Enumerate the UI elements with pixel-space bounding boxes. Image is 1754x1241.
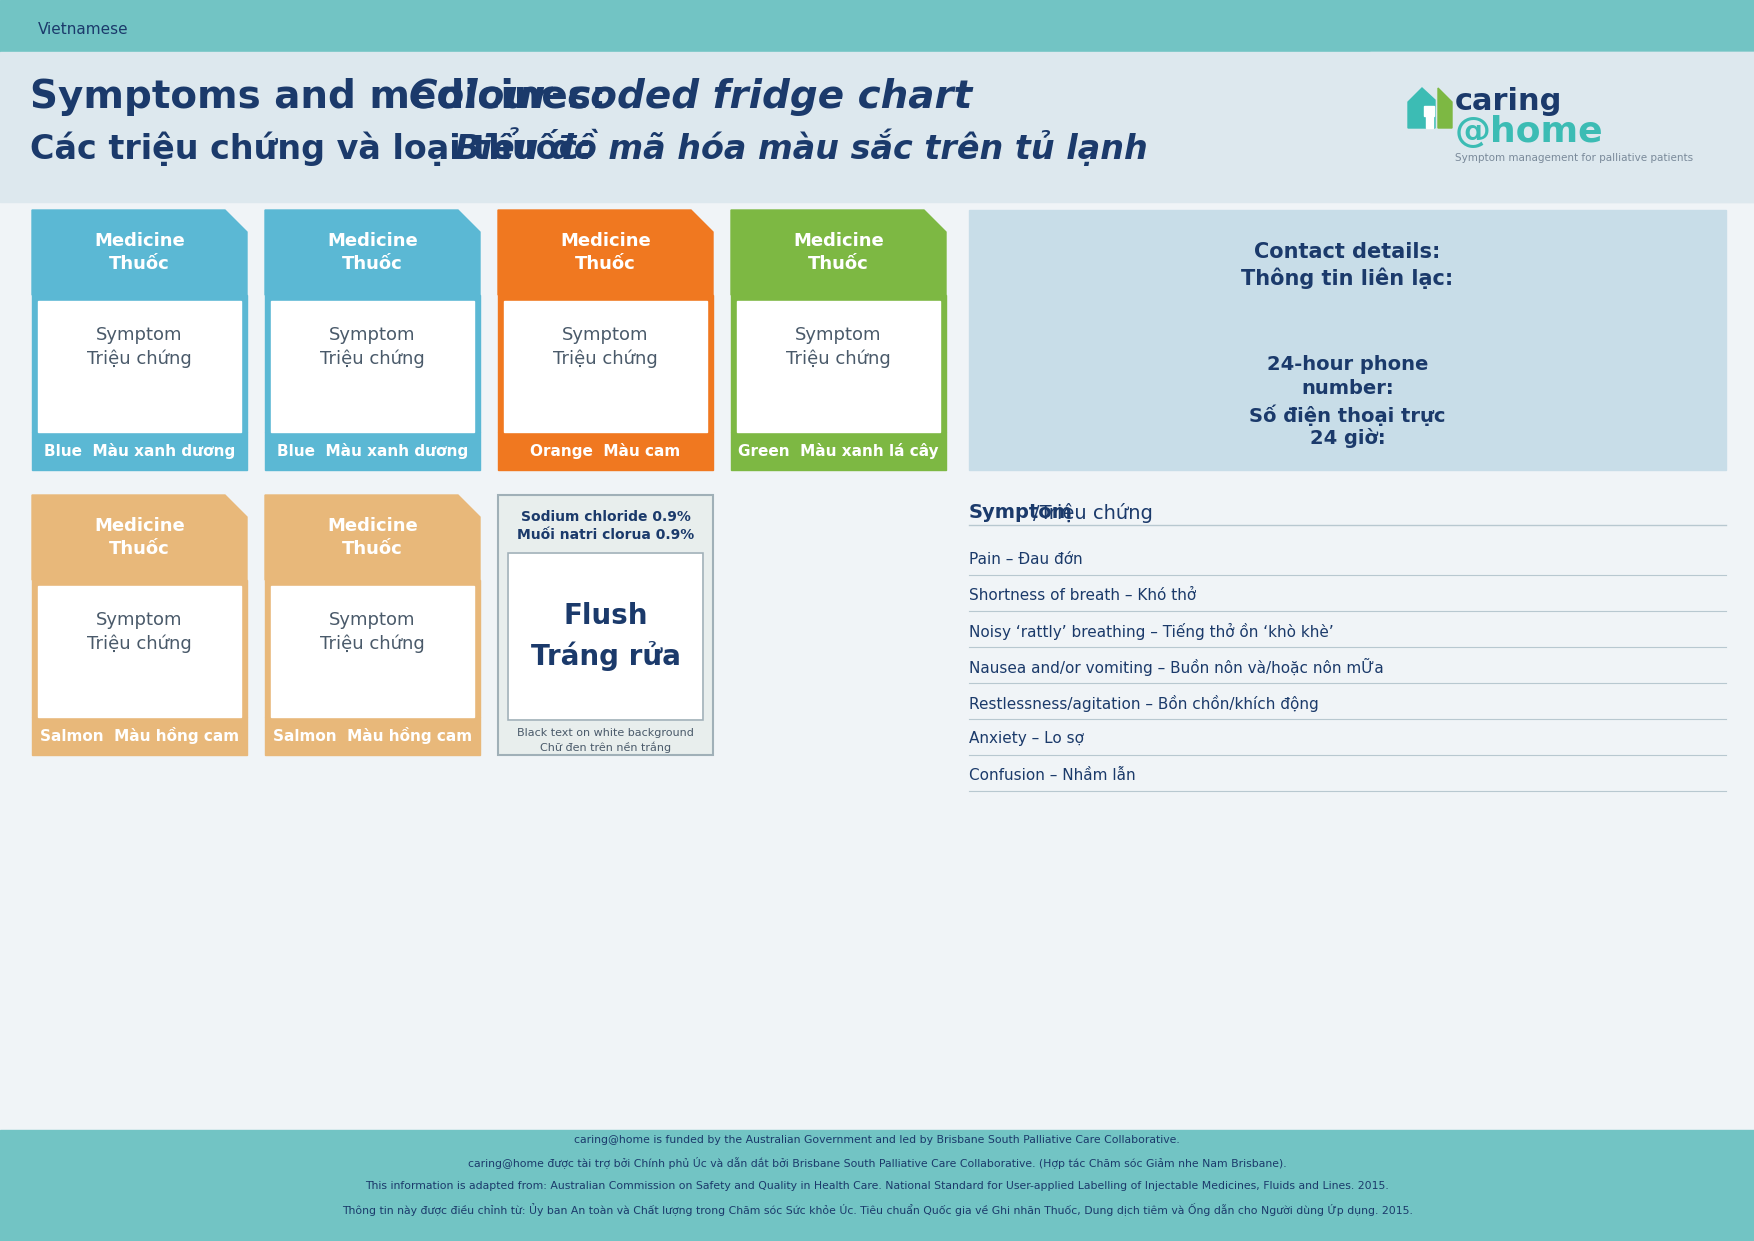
Text: Symptom
Triệu chứng: Symptom Triệu chứng	[786, 325, 891, 369]
Bar	[272, 302, 474, 432]
Text: Blue  Màu xanh dương: Blue Màu xanh dương	[277, 443, 468, 459]
Text: Anxiety – Lo sợ: Anxiety – Lo sợ	[968, 731, 1084, 747]
Text: Số điện thoại trực: Số điện thoại trực	[1249, 405, 1445, 426]
Text: Medicine
Thuốc: Medicine Thuốc	[95, 516, 184, 558]
Bar	[265, 432, 481, 470]
Text: Medicine
Thuốc: Medicine Thuốc	[328, 232, 417, 273]
Bar	[265, 295, 481, 432]
Text: 24 giờ:: 24 giờ:	[1310, 428, 1386, 448]
Polygon shape	[32, 495, 247, 580]
Polygon shape	[731, 210, 945, 295]
Text: Biểu đồ mã hóa màu sắc trên tủ lạnh: Biểu đồ mã hóa màu sắc trên tủ lạnh	[454, 128, 1147, 166]
Polygon shape	[1408, 88, 1435, 128]
Text: Symptom: Symptom	[968, 504, 1073, 522]
Text: Medicine
Thuốc: Medicine Thuốc	[560, 232, 651, 273]
Bar	[503, 302, 707, 432]
Text: Noisy ‘rattly’ breathing – Tiếng thở ồn ‘khò khè’: Noisy ‘rattly’ breathing – Tiếng thở ồn …	[968, 623, 1333, 639]
Text: Confusion – Nhầm lẫn: Confusion – Nhầm lẫn	[968, 767, 1135, 783]
FancyBboxPatch shape	[509, 553, 703, 720]
Text: Symptom
Triệu chứng: Symptom Triệu chứng	[553, 325, 658, 369]
Text: Thông tin liên lạc:: Thông tin liên lạc:	[1242, 267, 1454, 289]
Bar	[0, 202, 1754, 1132]
Text: Contact details:: Contact details:	[1254, 242, 1440, 262]
Text: Pain – Đau đớn: Pain – Đau đớn	[968, 551, 1082, 566]
Text: Sodium chloride 0.9%: Sodium chloride 0.9%	[521, 510, 691, 524]
Text: Black text on white background: Black text on white background	[517, 728, 695, 738]
Text: Chữ đen trên nền trắng: Chữ đen trên nền trắng	[540, 741, 672, 753]
Bar	[1424, 105, 1435, 115]
Text: caring@home được tài trợ bởi Chính phủ Úc và dẫn dắt bởi Brisbane South Palliati: caring@home được tài trợ bởi Chính phủ Ú…	[468, 1157, 1286, 1169]
Text: Vietnamese: Vietnamese	[39, 21, 128, 36]
Text: Muối natri clorua 0.9%: Muối natri clorua 0.9%	[517, 527, 695, 542]
Bar	[1370, 52, 1754, 202]
Text: Orange  Màu cam: Orange Màu cam	[530, 443, 681, 459]
Text: Symptom
Triệu chứng: Symptom Triệu chứng	[321, 611, 424, 653]
Polygon shape	[1438, 88, 1452, 128]
Text: @home: @home	[1456, 115, 1603, 149]
Bar	[968, 210, 1726, 470]
Text: Green  Màu xanh lá cây: Green Màu xanh lá cây	[738, 443, 938, 459]
Bar	[0, 0, 1754, 52]
Text: Shortness of breath – Khó thở: Shortness of breath – Khó thở	[968, 587, 1196, 602]
Bar	[737, 302, 940, 432]
Text: Salmon  Màu hồng cam: Salmon Màu hồng cam	[274, 727, 472, 745]
Bar	[32, 432, 247, 470]
Text: Colour-coded fridge chart: Colour-coded fridge chart	[409, 78, 972, 115]
Text: Thông tin này được điều chỉnh từ: Ủy ban An toàn và Chất lượng trong Chăm sóc Sứ: Thông tin này được điều chỉnh từ: Ủy ban…	[342, 1203, 1412, 1215]
Text: Medicine
Thuốc: Medicine Thuốc	[793, 232, 884, 273]
Text: Symptom
Triệu chứng: Symptom Triệu chứng	[88, 611, 191, 653]
Text: Symptoms and medicines:: Symptoms and medicines:	[30, 78, 619, 115]
Text: Blue  Màu xanh dương: Blue Màu xanh dương	[44, 443, 235, 459]
Bar	[265, 717, 481, 755]
Text: Symptom management for palliative patients: Symptom management for palliative patien…	[1456, 153, 1693, 163]
Text: caring@home is funded by the Australian Government and led by Brisbane South Pal: caring@home is funded by the Australian …	[574, 1136, 1180, 1145]
Bar	[32, 717, 247, 755]
Bar	[0, 1131, 1754, 1241]
Text: This information is adapted from: Australian Commission on Safety and Quality in: This information is adapted from: Austra…	[365, 1181, 1389, 1191]
Polygon shape	[265, 210, 481, 295]
Text: Salmon  Màu hồng cam: Salmon Màu hồng cam	[40, 727, 239, 745]
Bar	[32, 580, 247, 717]
Polygon shape	[498, 210, 712, 295]
Bar	[731, 295, 945, 432]
Bar	[272, 586, 474, 717]
Text: number:: number:	[1301, 379, 1394, 397]
Bar	[0, 52, 1754, 202]
Text: Nausea and/or vomiting – Buồn nôn và/hoặc nôn mỮa: Nausea and/or vomiting – Buồn nôn và/hoặ…	[968, 658, 1384, 676]
Bar	[509, 553, 703, 720]
Bar	[1426, 115, 1433, 128]
Text: Symptom
Triệu chứng: Symptom Triệu chứng	[321, 325, 424, 369]
Text: /Triệu chứng: /Triệu chứng	[1033, 503, 1154, 522]
Bar	[39, 302, 240, 432]
Bar	[39, 586, 240, 717]
Bar	[265, 580, 481, 717]
Text: Medicine
Thuốc: Medicine Thuốc	[328, 516, 417, 558]
Text: Symptom
Triệu chứng: Symptom Triệu chứng	[88, 325, 191, 369]
Bar	[498, 432, 712, 470]
Polygon shape	[32, 210, 247, 295]
Text: 24-hour phone: 24-hour phone	[1266, 355, 1428, 375]
Text: Flush
Tráng rửa: Flush Tráng rửa	[530, 602, 681, 671]
Bar	[498, 295, 712, 432]
FancyBboxPatch shape	[498, 495, 712, 755]
Text: caring: caring	[1456, 88, 1563, 117]
Text: Các triệu chứng và loại thuốc:: Các triệu chứng và loại thuốc:	[30, 129, 603, 165]
Bar	[32, 295, 247, 432]
Polygon shape	[265, 495, 481, 580]
Bar	[731, 432, 945, 470]
Text: Restlessness/agitation – Bồn chồn/khích động: Restlessness/agitation – Bồn chồn/khích …	[968, 695, 1319, 711]
Text: Medicine
Thuốc: Medicine Thuốc	[95, 232, 184, 273]
